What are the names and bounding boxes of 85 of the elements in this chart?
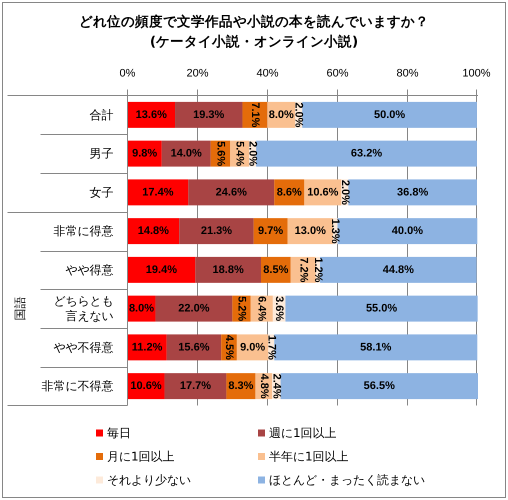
legend-label: 週に1回以上: [269, 426, 337, 440]
legend-label: 半年に1回以上: [269, 450, 349, 464]
bar: [188, 179, 274, 206]
bar: [179, 218, 254, 244]
data-label: 8.5%: [263, 264, 288, 276]
legend-label: 月に1回以上: [107, 450, 175, 464]
y-tick-label: 合計: [90, 108, 114, 122]
data-label: 8.0%: [128, 302, 154, 315]
legend-label: ほとんど・まったく読まない: [269, 473, 425, 487]
bar: [164, 373, 226, 400]
data-label: 8.6%: [276, 186, 302, 198]
annotations: 国語: [13, 296, 27, 321]
data-label: 40.0%: [392, 225, 423, 238]
data-label: 56.5%: [364, 380, 395, 392]
data-label: 14.0%: [170, 148, 202, 160]
x-tick-label: 60%: [326, 68, 349, 80]
bar: [195, 256, 261, 283]
data-label: 44.8%: [382, 264, 414, 276]
data-label: 36.8%: [397, 186, 428, 198]
data-label: 18.8%: [212, 264, 244, 276]
data-label: 9.0%: [240, 341, 266, 354]
y-tick-label: やや得意: [66, 262, 114, 277]
data-label: 11.2%: [132, 341, 162, 354]
data-label: 6.4%: [256, 296, 268, 322]
x-tick-label: 20%: [186, 68, 209, 80]
bar: [128, 256, 196, 283]
data-label: 2.4%: [270, 374, 282, 399]
legend-label: それより少ない: [107, 473, 191, 487]
data-label: 10.6%: [307, 186, 338, 198]
data-label: 13.6%: [136, 108, 167, 121]
y-tick-label: 非常に得意: [54, 224, 114, 238]
data-label: 8.0%: [268, 108, 294, 121]
data-label: 50.0%: [374, 108, 406, 121]
bar: [280, 373, 478, 400]
bar: [175, 102, 242, 128]
bar: [128, 179, 188, 206]
y-tick-label: 女子: [90, 185, 114, 200]
data-label: 2.0%: [292, 102, 305, 128]
data-label: 10.6%: [130, 380, 162, 392]
data-label: 4.5%: [223, 334, 236, 360]
data-label: 2.0%: [338, 180, 351, 205]
data-label: 21.3%: [200, 225, 232, 238]
y-tick-label: 非常に不得意: [42, 379, 114, 394]
x-tick-label: 80%: [396, 68, 419, 80]
data-label: 24.6%: [216, 186, 247, 198]
data-label: 19.4%: [146, 264, 177, 276]
data-label: 5.4%: [234, 141, 246, 166]
data-label: 17.7%: [180, 380, 212, 392]
data-label: 58.1%: [360, 341, 392, 354]
data-label: 63.2%: [350, 148, 382, 160]
chart-subtitle: (ケータイ小説・オンライン小説): [150, 34, 358, 50]
data-label: 55.0%: [366, 302, 398, 315]
y-tick-label: やや不得意: [54, 340, 114, 354]
data-label: 17.4%: [142, 186, 174, 198]
data-label: 1.2%: [312, 257, 324, 282]
data-label: 5.6%: [214, 141, 226, 166]
bar: [256, 140, 477, 167]
data-label: 19.3%: [193, 108, 224, 121]
y-tick-label: 男子: [90, 146, 114, 161]
data-label: 7.1%: [248, 102, 261, 128]
bar: [285, 296, 478, 322]
data-label: 5.2%: [235, 296, 248, 322]
x-tick-label: 40%: [256, 68, 279, 80]
y-tick-label: どちらとも言えない: [54, 294, 114, 324]
x-tick-label: 100%: [462, 68, 491, 80]
chart-title: どれ位の頻度で文学作品や小説の本を読んでいますか？: [79, 13, 429, 30]
data-label: 4.8%: [258, 374, 270, 399]
data-label: 15.6%: [178, 341, 210, 354]
data-label: 1.3%: [329, 218, 342, 244]
bar: [348, 179, 477, 206]
data-label: 9.7%: [258, 225, 284, 238]
data-label: 2.0%: [246, 141, 259, 166]
data-label: 7.2%: [297, 257, 310, 282]
bar: [302, 102, 477, 128]
x-tick-label: 0%: [120, 68, 136, 80]
data-label: 9.8%: [132, 148, 158, 160]
data-label: 22.0%: [178, 302, 210, 315]
data-label: 3.6%: [273, 296, 286, 322]
data-label: 8.3%: [228, 380, 254, 392]
bar: [155, 296, 232, 322]
legend-label: 毎日: [107, 426, 131, 440]
bar: [166, 334, 222, 360]
data-label: 13.0%: [294, 225, 326, 238]
data-label: 1.7%: [265, 334, 278, 360]
data-label: 14.8%: [138, 225, 169, 238]
